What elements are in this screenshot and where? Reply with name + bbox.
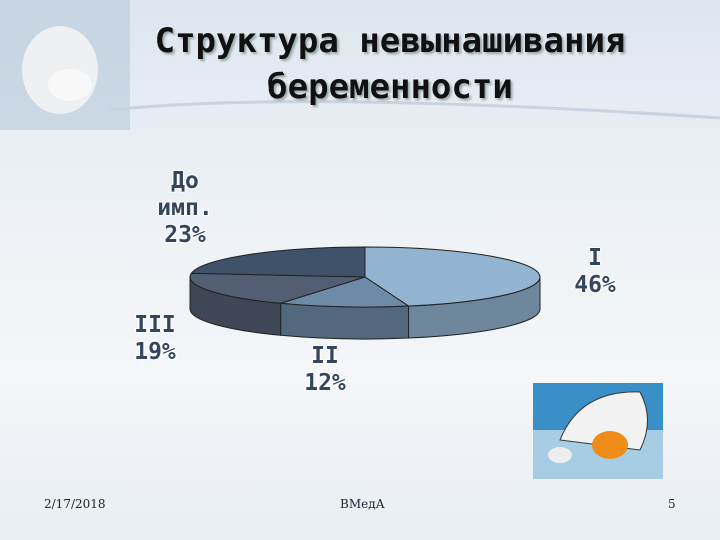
value-label: 23% [164,222,206,248]
slice-label: III 19% [100,312,210,366]
footer-center: ВМедА [340,497,385,511]
slice-label: I 46% [540,245,650,299]
slice-side [280,302,410,340]
slice-top [189,272,366,304]
pie-slice [190,246,366,278]
page-number: 5 [668,497,676,511]
category-label: III [134,312,176,338]
value-label: 46% [574,272,616,298]
pie-slice [364,246,541,339]
footer-date: 2/17/2018 [44,497,106,511]
category-label: До имп. [157,168,213,221]
slice-label: До имп. 23% [140,168,230,249]
slice-label: II 12% [270,343,380,397]
value-label: 19% [134,339,176,365]
slice-top [280,276,411,308]
slice-top [190,246,366,278]
pie-slice [280,276,411,340]
chart-title: Структура невынашивания беременности [154,21,626,107]
pie-slice [189,272,366,336]
value-label: 12% [304,370,346,396]
category-label: II [311,343,339,369]
category-label: I [588,245,602,271]
slice-top [364,246,541,307]
